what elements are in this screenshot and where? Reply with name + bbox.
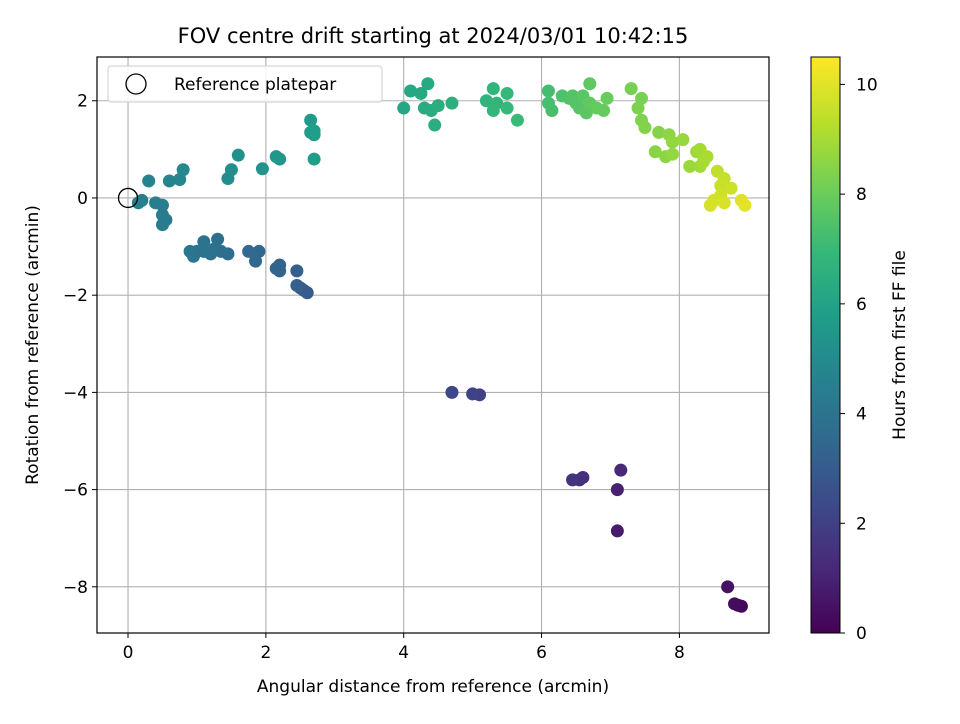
colorbar: 0 2 4 6 8 10 Hours from first FF file [810,56,910,644]
legend: Reference platepar [107,65,383,103]
colorbar-ticks: 0 2 4 6 8 10 [840,75,878,644]
colorbar-tick-label: 2 [856,514,867,534]
x-tick-label: 4 [398,643,409,663]
scatter-points [117,77,752,613]
y-tick-label: −8 [63,578,88,598]
scatter-point [714,179,728,193]
scatter-point [566,473,580,487]
scatter-point [510,113,524,127]
scatter-point [666,147,680,161]
scatter-point [500,101,514,115]
scatter-point [683,159,697,173]
scatter-point [414,86,428,100]
scatter-point [676,133,690,147]
colorbar-label: Hours from first FF file [890,250,910,440]
y-axis-label: Rotation from reference (arcmin) [23,205,43,485]
scatter-point [666,135,680,149]
y-tick-label: −6 [63,481,88,501]
scatter-point [738,198,752,212]
scatter-point [242,244,256,258]
scatter-point [631,101,645,115]
x-tick-label: 2 [260,643,271,663]
scatter-point [273,152,287,166]
scatter-point [479,94,493,108]
scatter-point [224,163,238,177]
scatter-point [486,103,500,117]
scatter-point [597,103,611,117]
scatter-point [466,387,480,401]
colorbar-tick-label: 0 [856,624,867,644]
scatter-point [131,196,145,210]
reference-platepar-marker [117,187,139,209]
y-tick-label: 0 [77,189,88,209]
x-tick-label: 6 [536,643,547,663]
scatter-point [307,124,321,138]
scatter-point [273,258,287,272]
scatter-point [614,463,628,477]
colorbar-tick-label: 6 [856,295,867,315]
scatter-point [610,483,624,497]
scatter-point [307,152,321,166]
x-tick-label: 8 [674,643,685,663]
x-axis-label: Angular distance from reference (arcmin) [257,677,609,697]
colorbar-tick-label: 4 [856,405,867,425]
scatter-point [290,264,304,278]
scatter-point [183,244,197,258]
scatter-point [652,125,666,139]
x-axis-ticks: 0 2 4 6 8 [123,633,685,663]
scatter-point [700,150,714,164]
scatter-point [231,148,245,162]
y-axis-ticks: −8 −6 −4 −2 0 2 [63,92,97,598]
scatter-point [162,174,176,188]
colorbar-gradient [810,56,841,634]
plot-frame [96,56,770,634]
scatter-point [149,196,163,210]
scatter-point [717,196,731,210]
scatter-point [445,96,459,110]
scatter-point [421,77,435,91]
x-tick-label: 0 [123,643,134,663]
scatter-point [304,113,318,127]
y-tick-label: −4 [63,383,88,403]
scatter-point [721,580,735,594]
scatter-point [541,84,555,98]
scatter-point [600,91,614,105]
scatter-point [500,86,514,100]
scatter-point [624,82,638,96]
scatter-point [445,385,459,399]
scatter-point [428,118,442,132]
scatter-point [703,198,717,212]
legend-marker-reference [125,73,147,95]
scatter-point [249,254,263,268]
scatter-point [197,235,211,249]
legend-label-reference: Reference platepar [174,75,336,95]
scatter-point [545,103,559,117]
scatter-point [724,181,738,195]
scatter-point [155,218,169,232]
scatter-point [142,174,156,188]
y-tick-label: 2 [77,92,88,112]
colorbar-tick-label: 10 [856,75,878,95]
scatter-point [290,278,304,292]
scatter-point [155,208,169,222]
scatter-point [486,82,500,96]
scatter-point [610,524,624,538]
scatter-point [176,163,190,177]
scatter-point [638,120,652,134]
scatter-point [648,145,662,159]
y-tick-label: −2 [63,286,88,306]
legend-box [107,65,383,103]
scatter-point [583,77,597,91]
scatter-point [404,84,418,98]
colorbar-tick-label: 8 [856,185,867,205]
chart-title: FOV centre drift starting at 2024/03/01 … [178,24,689,48]
scatter-point [728,597,742,611]
scatter-point [431,99,445,113]
scatter-point [255,162,269,176]
scatter-point [397,101,411,115]
